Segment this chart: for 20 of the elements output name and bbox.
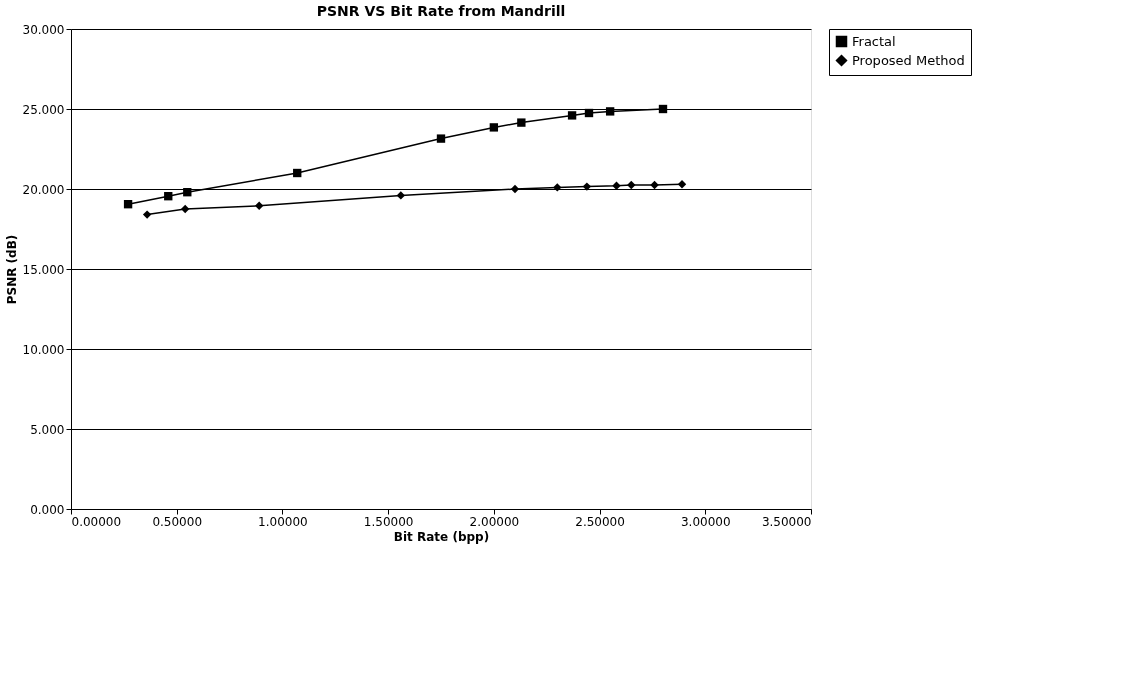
x-tick-label: 2.50000 xyxy=(575,514,625,529)
legend-label: Proposed Method xyxy=(852,52,965,68)
x-axis-title: Bit Rate (bpp) xyxy=(393,529,490,544)
x-tick-label: 0.00000 xyxy=(71,514,122,529)
chart-title: PSNR VS Bit Rate from Mandrill xyxy=(316,3,566,19)
y-axis-title: PSNR (dB) xyxy=(4,234,19,305)
y-tick-label: 25.000 xyxy=(22,102,65,117)
x-tick-label: 2.00000 xyxy=(469,514,520,529)
x-tick-label: 1.50000 xyxy=(363,514,414,529)
y-tick-label: 30.000 xyxy=(22,22,65,37)
x-tick-label: 3.50000 xyxy=(761,514,812,529)
x-tick-label: 3.00000 xyxy=(680,514,731,529)
y-tick-label: 20.000 xyxy=(22,182,65,197)
y-tick-label: 5.000 xyxy=(30,422,65,437)
y-tick-label: 0.000 xyxy=(30,502,65,517)
x-tick-label: 1.00000 xyxy=(258,514,308,529)
y-tick-label: 10.000 xyxy=(22,342,65,357)
x-tick-label: 0.50000 xyxy=(152,514,203,529)
legend-label: Fractal xyxy=(852,33,896,49)
y-tick-label: 15.000 xyxy=(22,262,65,277)
